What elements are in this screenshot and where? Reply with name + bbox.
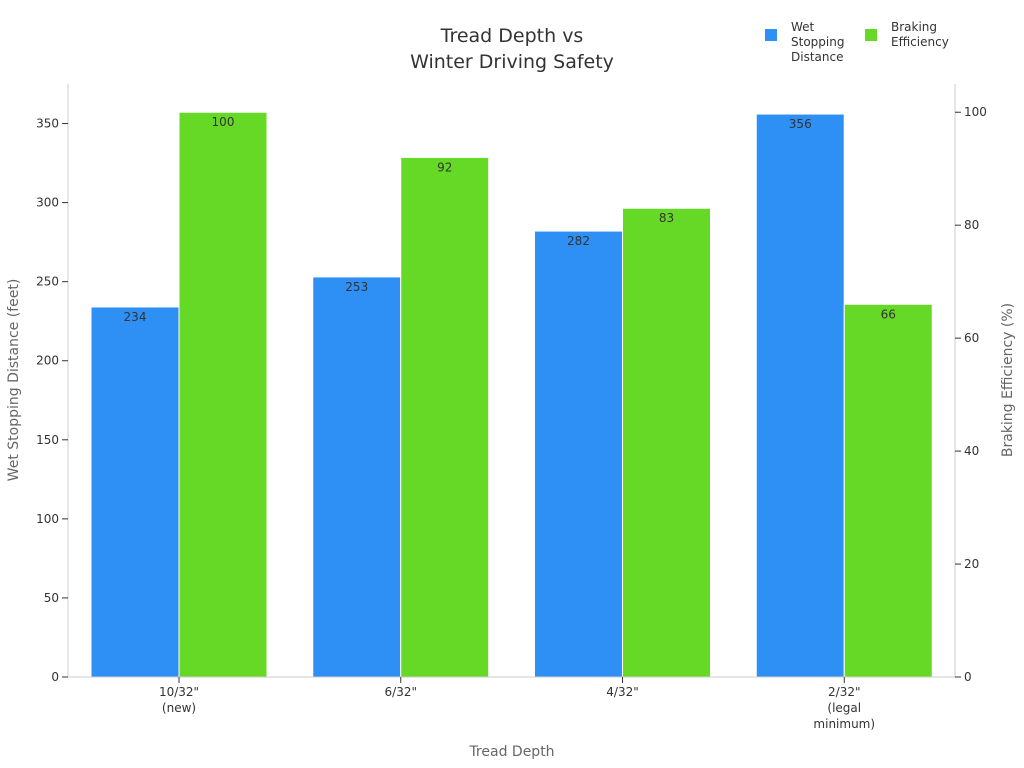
x-axis-title: Tread Depth (468, 744, 554, 760)
x-tick-label-4-line-2: (legal (827, 701, 861, 715)
right-tick-label-5: 80 (964, 218, 979, 232)
legend-swatch-series-2 (865, 29, 877, 41)
bars (90, 111, 933, 678)
left-tick-label-5: 200 (36, 354, 59, 368)
right-tick-label-3: 40 (964, 444, 979, 458)
left-tick-label-6: 250 (36, 275, 59, 289)
bar-series-2-category-1 (178, 111, 268, 678)
data-label-series-2-category-1: 100 (212, 115, 235, 129)
data-label-series-1-category-4: 356 (789, 117, 812, 131)
x-tick-label-4-line-1: 2/32" (828, 685, 860, 699)
bar-series-1-category-4 (755, 113, 845, 678)
x-tick-label-1-line-2: (new) (162, 701, 196, 715)
right-tick-label-4: 60 (964, 331, 979, 345)
bar-series-2-category-3 (622, 207, 711, 678)
left-tick-label-3: 100 (36, 512, 59, 526)
left-tick-label-1: 0 (51, 670, 59, 684)
legend-label-series-1-line-1: Wet (791, 20, 815, 34)
left-tick-label-8: 350 (36, 117, 59, 131)
x-axis-ticks: 10/32" (new) 6/32" 4/32" 2/32" (legal minimum) (159, 677, 875, 731)
left-tick-label-2: 50 (44, 591, 59, 605)
bar-series-1-category-2 (312, 276, 402, 678)
bar-series-1-category-3 (534, 230, 623, 678)
right-tick-label-6: 100 (964, 105, 987, 119)
chart-title-line-1: Tread Depth vs (440, 25, 584, 47)
bar-series-1-category-1 (90, 306, 180, 678)
data-label-series-2-category-3: 83 (659, 211, 674, 225)
right-tick-label-1: 0 (964, 670, 972, 684)
x-tick-label-2-line-1: 6/32" (385, 685, 417, 699)
x-tick-label-3-line-1: 4/32" (606, 685, 638, 699)
data-labels: 234 253 282 356 100 92 83 66 (124, 115, 896, 324)
left-tick-label-4: 150 (36, 433, 59, 447)
data-label-series-1-category-2: 253 (345, 280, 368, 294)
axes (67, 84, 956, 678)
bar-series-2-category-4 (843, 303, 933, 678)
legend-label-series-1-line-3: Distance (791, 50, 843, 64)
left-axis-ticks: 0 50 100 150 200 250 300 350 (36, 117, 68, 684)
x-tick-label-1-line-1: 10/32" (159, 685, 199, 699)
legend-label-series-2-line-1: Braking (891, 20, 937, 34)
data-label-series-1-category-1: 234 (124, 310, 147, 324)
left-axis-title: Wet Stopping Distance (feet) (6, 279, 22, 482)
bar-series-2-category-2 (400, 156, 490, 678)
left-tick-label-7: 300 (36, 196, 59, 210)
legend-label-series-2-line-2: Efficiency (891, 35, 949, 49)
chart-title: Tread Depth vs Winter Driving Safety (410, 25, 614, 73)
legend-swatch-series-1 (765, 29, 777, 41)
chart-title-line-2: Winter Driving Safety (410, 51, 614, 73)
data-label-series-2-category-4: 66 (881, 307, 896, 321)
data-label-series-2-category-2: 92 (437, 160, 452, 174)
data-label-series-1-category-3: 282 (567, 234, 590, 248)
right-axis-title: Braking Efficiency (%) (1000, 303, 1016, 457)
right-axis-ticks: 0 20 40 60 80 100 (955, 105, 987, 684)
legend-label-series-1-line-2: Stopping (791, 35, 844, 49)
right-tick-label-2: 20 (964, 557, 979, 571)
x-tick-label-4-line-3: minimum) (813, 717, 875, 731)
